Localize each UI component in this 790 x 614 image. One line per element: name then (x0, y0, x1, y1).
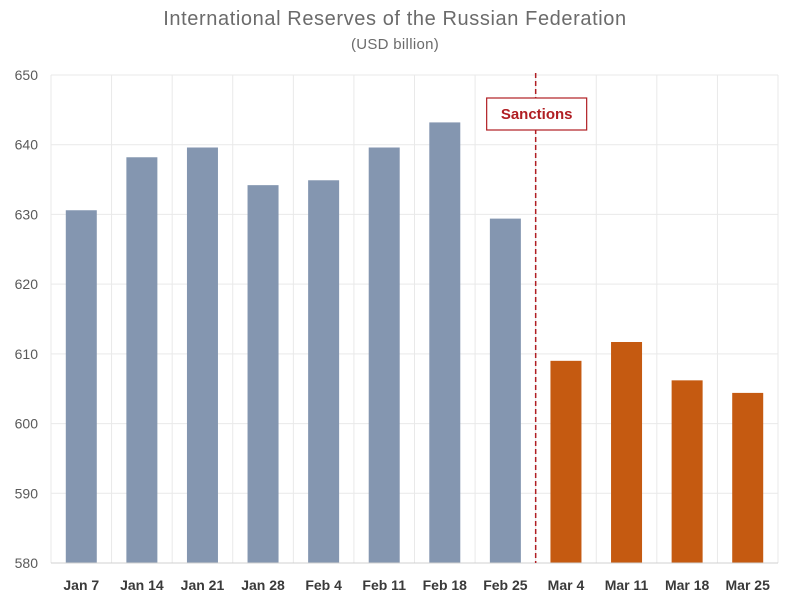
bar (489, 218, 521, 563)
x-tick-label: Jan 28 (241, 577, 285, 593)
x-tick-label: Feb 25 (483, 577, 528, 593)
x-tick-label: Jan 14 (120, 577, 164, 593)
bar (247, 185, 279, 564)
bar (368, 147, 400, 563)
bar (550, 360, 582, 563)
sanctions-label: Sanctions (501, 106, 573, 123)
x-tick-label: Mar 4 (548, 577, 585, 593)
y-tick-label: 610 (15, 346, 39, 362)
x-tick-label: Jan 21 (181, 577, 225, 593)
chart-subtitle: (USD billion) (350, 36, 440, 53)
x-tick-label: Feb 18 (423, 577, 468, 593)
x-tick-label: Mar 18 (665, 577, 710, 593)
x-tick-label: Feb 11 (362, 577, 406, 593)
bar (126, 157, 158, 563)
bar (65, 210, 97, 563)
y-tick-label: 650 (15, 67, 39, 83)
bar (732, 392, 764, 563)
bar (611, 342, 643, 563)
chart-title: International Reserves of the Russian Fe… (163, 8, 627, 30)
gridlines (50, 74, 779, 564)
bar (308, 180, 340, 564)
y-tick-label: 590 (15, 485, 39, 501)
x-tick-label: Feb 4 (305, 577, 342, 593)
x-axis: Jan 7 Jan 14 Jan 21 Jan 28 Feb 4 Feb 11 Feb 18… (51, 562, 778, 593)
sanctions-label-box (486, 97, 588, 131)
y-tick-label: 620 (15, 276, 39, 292)
x-tick-label: Mar 11 (605, 577, 649, 593)
bar (429, 122, 461, 564)
y-tick-label: 580 (15, 555, 39, 571)
x-tick-label: Mar 25 (726, 577, 771, 593)
bar (186, 147, 218, 563)
y-tick-label: 640 (15, 137, 39, 153)
sanctions-annotation: Sanctions (486, 73, 588, 563)
y-tick-label: 630 (15, 206, 39, 222)
y-axis: 580 590 600 610 620 630 640 650 (15, 67, 39, 571)
x-tick-label: Jan 7 (63, 577, 99, 593)
bars (65, 122, 764, 564)
bar (671, 380, 703, 563)
y-tick-label: 600 (15, 416, 39, 432)
